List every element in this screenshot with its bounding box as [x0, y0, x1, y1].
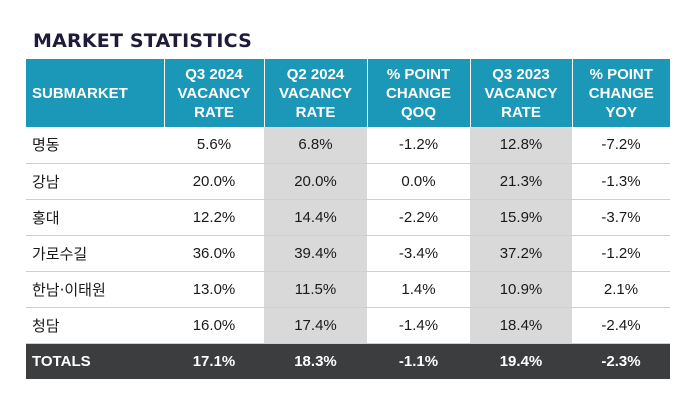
market-statistics-table: SUBMARKET Q3 2024 VACANCY RATE Q2 2024 V…: [26, 59, 670, 379]
yoy-change-cell: -2.4%: [572, 307, 670, 344]
q3-2024-cell: 36.0%: [164, 235, 264, 272]
yoy-change-cell: -3.7%: [572, 199, 670, 236]
q3-2024-cell: 13.0%: [164, 271, 264, 308]
q2-2024-cell: 17.4%: [264, 307, 367, 344]
qoq-change-cell: -3.4%: [367, 235, 470, 272]
submarket-cell: 가로수길: [26, 235, 164, 272]
q3-2023-cell: 10.9%: [470, 271, 572, 308]
header-line: YOY: [605, 103, 638, 121]
header-line: Q3 2023: [492, 65, 550, 83]
totals-label: TOTALS: [26, 343, 164, 379]
q3-2023-cell: 15.9%: [470, 199, 572, 236]
header-line: VACANCY: [278, 84, 353, 102]
submarket-cell: 한남·이태원: [26, 271, 164, 308]
q2-2024-cell: 6.8%: [264, 127, 367, 164]
table-row: 명동 5.6% 6.8% -1.2% 12.8% -7.2%: [26, 127, 670, 164]
submarket-cell: 강남: [26, 163, 164, 200]
header-line: Q2 2024: [286, 65, 345, 83]
header-line: CHANGE: [588, 84, 654, 102]
table-title: MARKET STATISTICS: [33, 30, 253, 52]
q3-2024-cell: 5.6%: [164, 127, 264, 164]
qoq-change-cell: -1.2%: [367, 127, 470, 164]
header-q2-2024-vacancy-rate: Q2 2024 VACANCY RATE: [264, 59, 368, 127]
totals-q3-2024: 17.1%: [164, 343, 264, 379]
qoq-change-cell: -1.4%: [367, 307, 470, 344]
header-line: CHANGE: [385, 84, 451, 102]
header-line: % POINT: [386, 65, 451, 83]
totals-q3-2023: 19.4%: [470, 343, 572, 379]
header-row: SUBMARKET Q3 2024 VACANCY RATE Q2 2024 V…: [26, 59, 670, 127]
header-line: SUBMARKET: [32, 84, 128, 102]
totals-q2-2024: 18.3%: [264, 343, 367, 379]
yoy-change-cell: -7.2%: [572, 127, 670, 164]
totals-row: TOTALS 17.1% 18.3% -1.1% 19.4% -2.3%: [26, 343, 670, 379]
header-line: % POINT: [589, 65, 653, 83]
qoq-change-cell: -2.2%: [367, 199, 470, 236]
header-line: QOQ: [400, 103, 436, 121]
submarket-cell: 청담: [26, 307, 164, 344]
q3-2023-cell: 12.8%: [470, 127, 572, 164]
q3-2024-cell: 16.0%: [164, 307, 264, 344]
totals-yoy-change: -2.3%: [572, 343, 670, 379]
header-line: VACANCY: [177, 84, 251, 102]
q3-2023-cell: 37.2%: [470, 235, 572, 272]
q2-2024-cell: 20.0%: [264, 163, 367, 200]
q3-2024-cell: 12.2%: [164, 199, 264, 236]
q2-2024-cell: 14.4%: [264, 199, 367, 236]
header-q3-2023-vacancy-rate: Q3 2023 VACANCY RATE: [470, 59, 573, 127]
qoq-change-cell: 0.0%: [367, 163, 470, 200]
table-row: 한남·이태원 13.0% 11.5% 1.4% 10.9% 2.1%: [26, 271, 670, 308]
header-line: RATE: [501, 103, 541, 121]
table-row: 청담 16.0% 17.4% -1.4% 18.4% -2.4%: [26, 307, 670, 344]
q2-2024-cell: 11.5%: [264, 271, 367, 308]
submarket-cell: 명동: [26, 127, 164, 164]
totals-qoq-change: -1.1%: [367, 343, 470, 379]
header-q3-2024-vacancy-rate: Q3 2024 VACANCY RATE: [164, 59, 265, 127]
q3-2023-cell: 18.4%: [470, 307, 572, 344]
header-point-change-qoq: % POINT CHANGE QOQ: [367, 59, 471, 127]
header-submarket: SUBMARKET: [26, 59, 165, 127]
table-row: 홍대 12.2% 14.4% -2.2% 15.9% -3.7%: [26, 199, 670, 236]
table-row: 강남 20.0% 20.0% 0.0% 21.3% -1.3%: [26, 163, 670, 200]
header-line: RATE: [194, 103, 234, 121]
header-line: RATE: [295, 103, 336, 121]
q3-2023-cell: 21.3%: [470, 163, 572, 200]
yoy-change-cell: 2.1%: [572, 271, 670, 308]
header-line: VACANCY: [484, 84, 558, 102]
qoq-change-cell: 1.4%: [367, 271, 470, 308]
submarket-cell: 홍대: [26, 199, 164, 236]
yoy-change-cell: -1.2%: [572, 235, 670, 272]
table-row: 가로수길 36.0% 39.4% -3.4% 37.2% -1.2%: [26, 235, 670, 272]
header-point-change-yoy: % POINT CHANGE YOY: [572, 59, 670, 127]
yoy-change-cell: -1.3%: [572, 163, 670, 200]
q2-2024-cell: 39.4%: [264, 235, 367, 272]
header-line: Q3 2024: [185, 65, 243, 83]
q3-2024-cell: 20.0%: [164, 163, 264, 200]
